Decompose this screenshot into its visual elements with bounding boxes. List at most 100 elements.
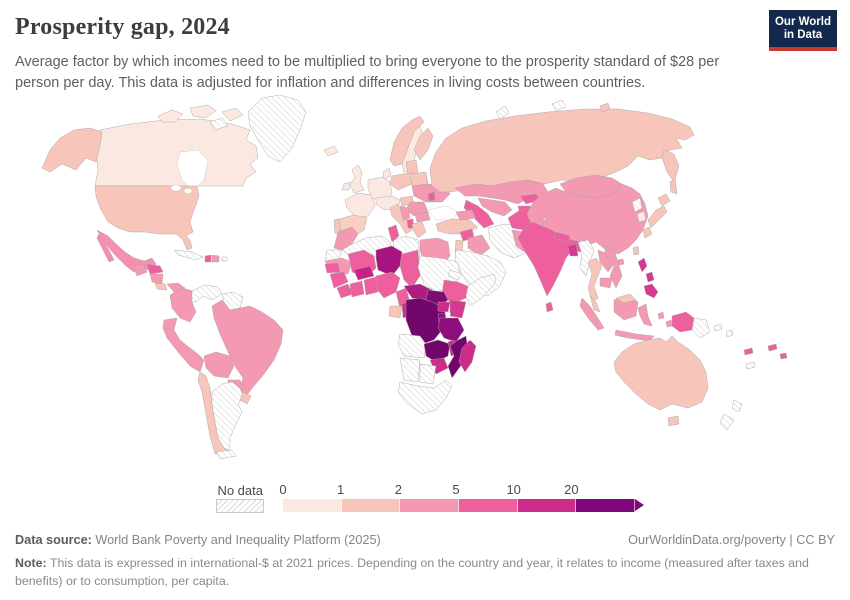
country-solomon-islands[interactable]: [713, 323, 723, 332]
country-bangladesh[interactable]: [567, 243, 579, 257]
legend-bar[interactable]: [283, 499, 644, 512]
country-bolivia[interactable]: [203, 351, 235, 379]
country-iceland[interactable]: [323, 145, 339, 157]
country-greenland[interactable]: [247, 94, 307, 163]
country-ghana-togo-benin[interactable]: [363, 276, 379, 296]
country-argentina[interactable]: [211, 381, 244, 451]
country-russia-kamchatka[interactable]: [661, 149, 680, 183]
country-cuba[interactable]: [173, 249, 204, 261]
country-new-caledonia[interactable]: [745, 361, 756, 370]
country-baltics[interactable]: [405, 159, 419, 175]
country-dominican-republic[interactable]: [211, 254, 220, 263]
country-uganda[interactable]: [437, 301, 451, 313]
country-uruguay[interactable]: [239, 391, 252, 405]
country-alaska[interactable]: [41, 127, 103, 173]
country-myanmar[interactable]: [577, 239, 595, 277]
country-zambia[interactable]: [423, 339, 451, 363]
country-vanuatu[interactable]: [743, 347, 754, 356]
country-botswana[interactable]: [419, 363, 437, 385]
country-haiti[interactable]: [204, 254, 212, 263]
country-iraq[interactable]: [467, 234, 491, 257]
country-philippines[interactable]: [637, 257, 648, 273]
country-indonesia-java[interactable]: [614, 329, 655, 342]
country-france[interactable]: [344, 192, 376, 219]
country-novaya-zemlya[interactable]: [495, 105, 510, 120]
country-indonesia-papua[interactable]: [671, 311, 695, 333]
country-turkmenistan[interactable]: [463, 199, 495, 229]
country-new-siberian-islands[interactable]: [599, 102, 611, 113]
country-puerto-rico[interactable]: [221, 256, 228, 262]
country-malaysia[interactable]: [589, 295, 601, 313]
country-tierra-del-fuego[interactable]: [215, 449, 237, 460]
country-greece[interactable]: [411, 221, 427, 239]
country-denmark[interactable]: [382, 167, 392, 180]
country-angola[interactable]: [397, 333, 427, 359]
country-malaysia-borneo[interactable]: [615, 293, 637, 304]
country-japan-hokkaido[interactable]: [657, 193, 671, 207]
country-japan-honshu[interactable]: [647, 205, 668, 229]
country-senegal[interactable]: [324, 262, 341, 274]
country-sri-lanka[interactable]: [545, 301, 554, 313]
country-thailand[interactable]: [587, 257, 603, 303]
country-costa-rica[interactable]: [154, 282, 168, 291]
country-venezuela[interactable]: [191, 284, 223, 303]
country-canada[interactable]: [94, 118, 259, 187]
country-mexico-baja[interactable]: [96, 233, 115, 263]
country-cambodia[interactable]: [599, 277, 613, 289]
country-philippines[interactable]: [643, 283, 659, 299]
country-indonesia-moluccas[interactable]: [665, 319, 673, 328]
country-usa[interactable]: [94, 185, 200, 251]
country-niger[interactable]: [375, 245, 403, 277]
country-ireland[interactable]: [341, 181, 351, 191]
country-india[interactable]: [517, 221, 587, 297]
country-arctic-island[interactable]: [209, 117, 229, 131]
country-arctic-island[interactable]: [189, 104, 217, 119]
country-somalia[interactable]: [465, 273, 497, 307]
country-honduras[interactable]: [146, 263, 164, 275]
legend-bin-0-1[interactable]: [283, 499, 342, 512]
country-russia-sakhalin[interactable]: [669, 177, 678, 195]
country-panama[interactable]: [166, 282, 186, 293]
country-arctic-island[interactable]: [221, 107, 244, 122]
country-brazil[interactable]: [211, 299, 284, 397]
country-solomon-islands[interactable]: [725, 329, 734, 338]
country-chile[interactable]: [197, 371, 231, 455]
country-nepal[interactable]: [553, 231, 571, 243]
country-japan-kyushu[interactable]: [642, 226, 653, 239]
owid-link[interactable]: OurWorldinData.org/poverty: [628, 533, 786, 547]
country-australia[interactable]: [613, 335, 709, 411]
country-mexico[interactable]: [96, 229, 157, 273]
country-peru[interactable]: [162, 327, 205, 373]
country-guinea[interactable]: [329, 271, 349, 289]
legend-bin-2-5[interactable]: [400, 499, 459, 512]
country-madagascar[interactable]: [458, 339, 477, 373]
legend-bin-1-2[interactable]: [341, 499, 401, 512]
country-severnaya-zemlya[interactable]: [551, 99, 567, 112]
country-chad[interactable]: [399, 249, 421, 289]
country-tunisia[interactable]: [387, 224, 400, 243]
country-guatemala[interactable]: [132, 263, 148, 277]
country-finland[interactable]: [413, 127, 434, 161]
country-tasmania[interactable]: [667, 415, 680, 427]
country-nicaragua[interactable]: [149, 273, 164, 285]
country-caucasus[interactable]: [455, 209, 477, 221]
country-taiwan[interactable]: [632, 245, 640, 256]
country-vietnam[interactable]: [603, 245, 623, 289]
country-south-korea[interactable]: [636, 210, 647, 223]
country-fiji[interactable]: [767, 343, 778, 352]
country-indonesia-sulawesi[interactable]: [637, 303, 653, 327]
country-tanzania[interactable]: [437, 317, 465, 343]
legend-no-data-swatch[interactable]: [216, 499, 264, 513]
country-south-africa[interactable]: [397, 379, 453, 415]
country-moldova[interactable]: [427, 191, 436, 202]
country-colombia[interactable]: [169, 287, 197, 323]
country-eritrea[interactable]: [447, 269, 463, 281]
legend-bin-5-10[interactable]: [458, 499, 518, 512]
country-north-korea[interactable]: [631, 197, 643, 213]
country-indonesia-sumatra[interactable]: [579, 297, 605, 331]
legend-bin-20+[interactable]: [576, 499, 635, 512]
country-russia[interactable]: [429, 108, 695, 193]
country-belarus[interactable]: [409, 171, 429, 187]
owid-logo[interactable]: Our World in Data: [769, 10, 837, 51]
